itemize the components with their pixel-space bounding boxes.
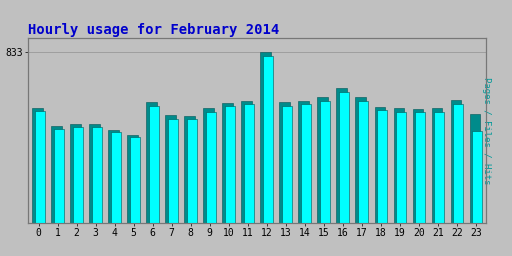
Bar [203, 108, 214, 223]
Bar [206, 112, 216, 223]
Bar [225, 106, 235, 223]
Bar [282, 105, 292, 223]
Bar [355, 97, 366, 223]
Bar [472, 131, 482, 223]
Bar [146, 102, 157, 223]
Y-axis label: Pages / Files / Hits: Pages / Files / Hits [482, 77, 490, 184]
Bar [358, 101, 368, 223]
Bar [280, 102, 290, 223]
Bar [263, 56, 273, 223]
Bar [394, 108, 404, 223]
Bar [301, 104, 311, 223]
Bar [51, 126, 62, 223]
Bar [453, 103, 463, 223]
Bar [432, 108, 442, 223]
Bar [73, 127, 83, 223]
Bar [298, 101, 309, 223]
Bar [165, 115, 176, 223]
Bar [127, 135, 138, 223]
Bar [451, 100, 461, 223]
Bar [148, 105, 159, 223]
Bar [396, 112, 406, 223]
Bar [109, 130, 119, 223]
Bar [317, 97, 328, 223]
Bar [339, 92, 349, 223]
Bar [89, 124, 100, 223]
Bar [70, 124, 81, 223]
Bar [336, 88, 347, 223]
Bar [377, 111, 387, 223]
Bar [413, 109, 423, 223]
Text: Hourly usage for February 2014: Hourly usage for February 2014 [28, 23, 280, 37]
Bar [34, 111, 45, 223]
Bar [261, 52, 271, 223]
Bar [319, 101, 330, 223]
Bar [184, 116, 195, 223]
Bar [167, 119, 178, 223]
Bar [92, 127, 102, 223]
Bar [434, 112, 444, 223]
Bar [187, 119, 197, 223]
Bar [32, 108, 42, 223]
Bar [415, 112, 425, 223]
Bar [244, 104, 254, 223]
Bar [130, 137, 140, 223]
Bar [241, 101, 252, 223]
Bar [222, 103, 233, 223]
Bar [111, 132, 121, 223]
Bar [374, 107, 385, 223]
Bar [54, 129, 64, 223]
Bar [470, 114, 480, 223]
